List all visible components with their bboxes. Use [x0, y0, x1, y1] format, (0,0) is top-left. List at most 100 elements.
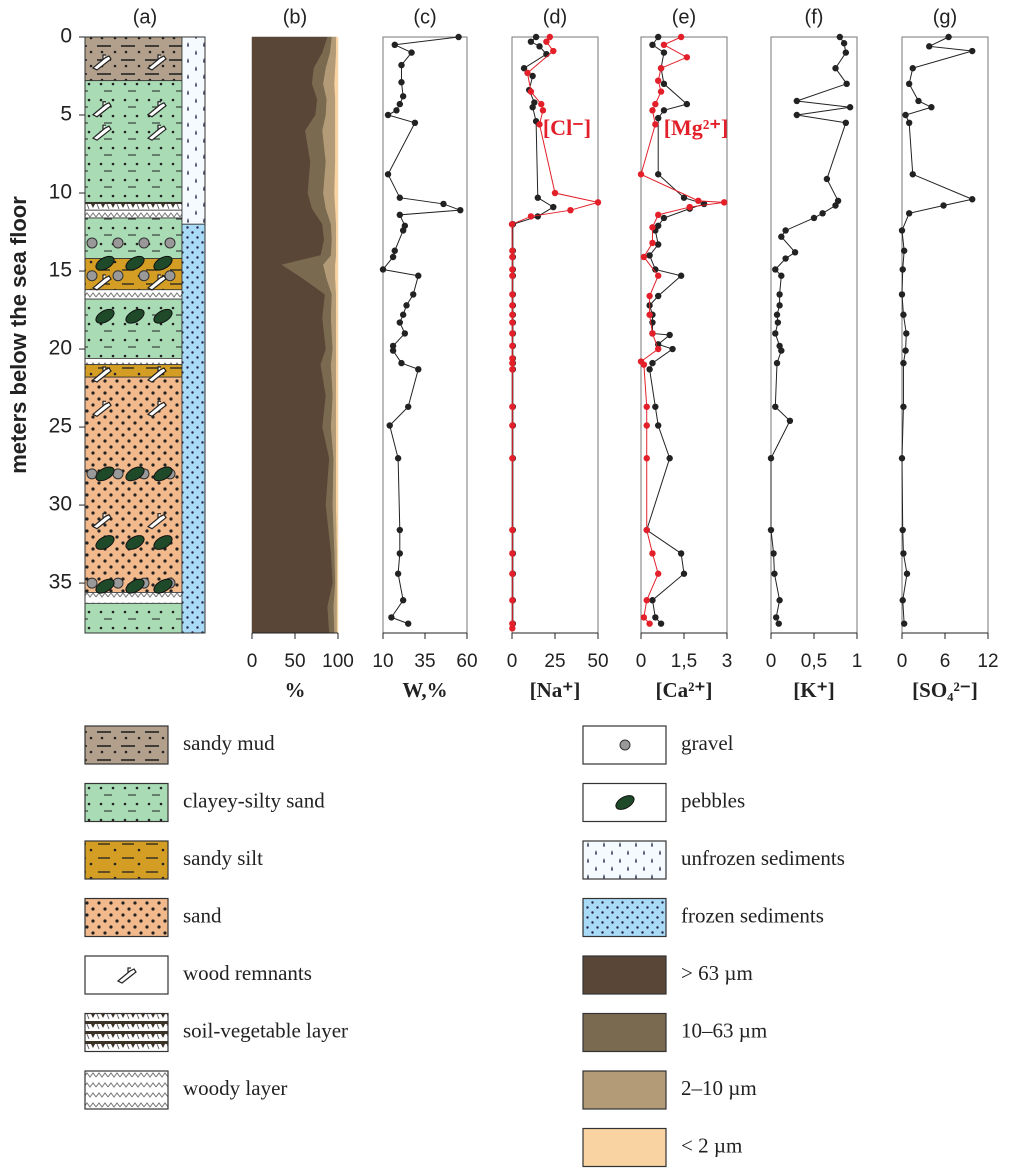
data-point	[900, 360, 906, 366]
data-point	[644, 455, 650, 461]
data-point	[392, 248, 398, 254]
panel-frame	[902, 37, 988, 633]
data-point	[509, 330, 515, 336]
data-point	[649, 107, 655, 113]
data-point	[644, 404, 650, 410]
data-point	[775, 319, 781, 325]
data-point	[652, 404, 658, 410]
x-tick-label: 12	[977, 651, 998, 672]
data-point	[900, 404, 906, 410]
data-point	[646, 252, 652, 258]
data-point	[509, 319, 515, 325]
data-point	[385, 112, 391, 118]
data-point	[695, 198, 701, 204]
legend-item: sand	[85, 899, 222, 937]
legend-swatch	[85, 784, 168, 822]
data-point	[649, 42, 655, 48]
y-tick-label: 10	[49, 181, 72, 204]
gravel-icon	[165, 238, 175, 248]
x-tick-label: 10	[372, 651, 393, 672]
profile-line	[902, 37, 972, 624]
data-point	[794, 98, 800, 104]
data-point	[945, 34, 951, 40]
data-point	[405, 620, 411, 626]
gravel-icon	[139, 238, 149, 248]
data-point	[655, 115, 661, 121]
data-point	[768, 527, 774, 533]
data-point	[661, 42, 667, 48]
data-point	[900, 550, 906, 556]
data-point	[837, 34, 843, 40]
data-point	[768, 455, 774, 461]
permafrost-state	[182, 224, 205, 633]
legend-label: sand	[183, 903, 222, 927]
lithology-layer	[85, 299, 182, 358]
series-annotation: [Cl⁻]	[543, 115, 591, 140]
data-point	[644, 527, 650, 533]
data-point	[661, 49, 667, 55]
data-point	[528, 213, 534, 219]
data-point	[655, 171, 661, 177]
data-point	[393, 107, 399, 113]
legend-swatch	[85, 899, 168, 937]
data-point	[390, 254, 396, 260]
data-point	[400, 312, 406, 318]
data-point	[774, 360, 780, 366]
data-point	[397, 195, 403, 201]
data-point	[843, 81, 849, 87]
data-point	[641, 254, 647, 260]
data-point	[900, 312, 906, 318]
panel-label: (d)	[543, 6, 567, 28]
data-point	[509, 571, 515, 577]
lithology-layer	[85, 603, 182, 633]
data-point	[535, 195, 541, 201]
data-point	[509, 366, 515, 372]
data-point	[595, 199, 601, 205]
data-point	[787, 418, 793, 424]
data-point	[902, 112, 908, 118]
panel-label: (f)	[805, 6, 824, 28]
legend-label: soil-vegetable layer	[183, 1018, 348, 1042]
data-point	[405, 404, 411, 410]
x-tick-label: 3	[722, 651, 733, 672]
panel-label: (e)	[672, 6, 696, 28]
data-point	[655, 293, 661, 299]
data-point	[509, 455, 515, 461]
data-point	[661, 215, 667, 221]
permafrost-state	[182, 37, 205, 224]
data-point	[455, 34, 461, 40]
data-point	[832, 202, 838, 208]
legend-item: soil-vegetable layer	[85, 1014, 348, 1052]
data-point	[536, 43, 542, 49]
lithology-layer	[85, 81, 182, 203]
data-point	[387, 422, 393, 428]
series-annotation: [Mg²⁺]	[664, 115, 729, 140]
y-tick-label: 15	[49, 259, 72, 282]
data-point	[649, 240, 655, 246]
legend-label: pebbles	[681, 788, 745, 812]
data-point	[397, 319, 403, 325]
data-point	[655, 422, 661, 428]
data-point	[928, 104, 934, 110]
data-point	[940, 202, 946, 208]
data-point	[778, 273, 784, 279]
x-tick-label: 50	[284, 651, 305, 672]
legend-label: > 63 µm	[681, 961, 753, 985]
data-point	[900, 597, 906, 603]
x-tick-label: 0	[897, 651, 908, 672]
panel-label: (b)	[283, 6, 307, 28]
data-point	[397, 212, 403, 218]
data-point	[392, 42, 398, 48]
data-point	[398, 62, 404, 68]
x-tick-label: 0	[636, 651, 647, 672]
data-point	[397, 527, 403, 533]
data-point	[509, 404, 515, 410]
x-tick-label: 35	[414, 651, 435, 672]
data-point	[772, 330, 778, 336]
data-point	[899, 291, 905, 297]
legend-item: sandy silt	[85, 841, 263, 879]
legend-swatch	[85, 1071, 168, 1109]
gravel-icon	[113, 238, 123, 248]
data-point	[687, 204, 693, 210]
data-point	[782, 255, 788, 261]
